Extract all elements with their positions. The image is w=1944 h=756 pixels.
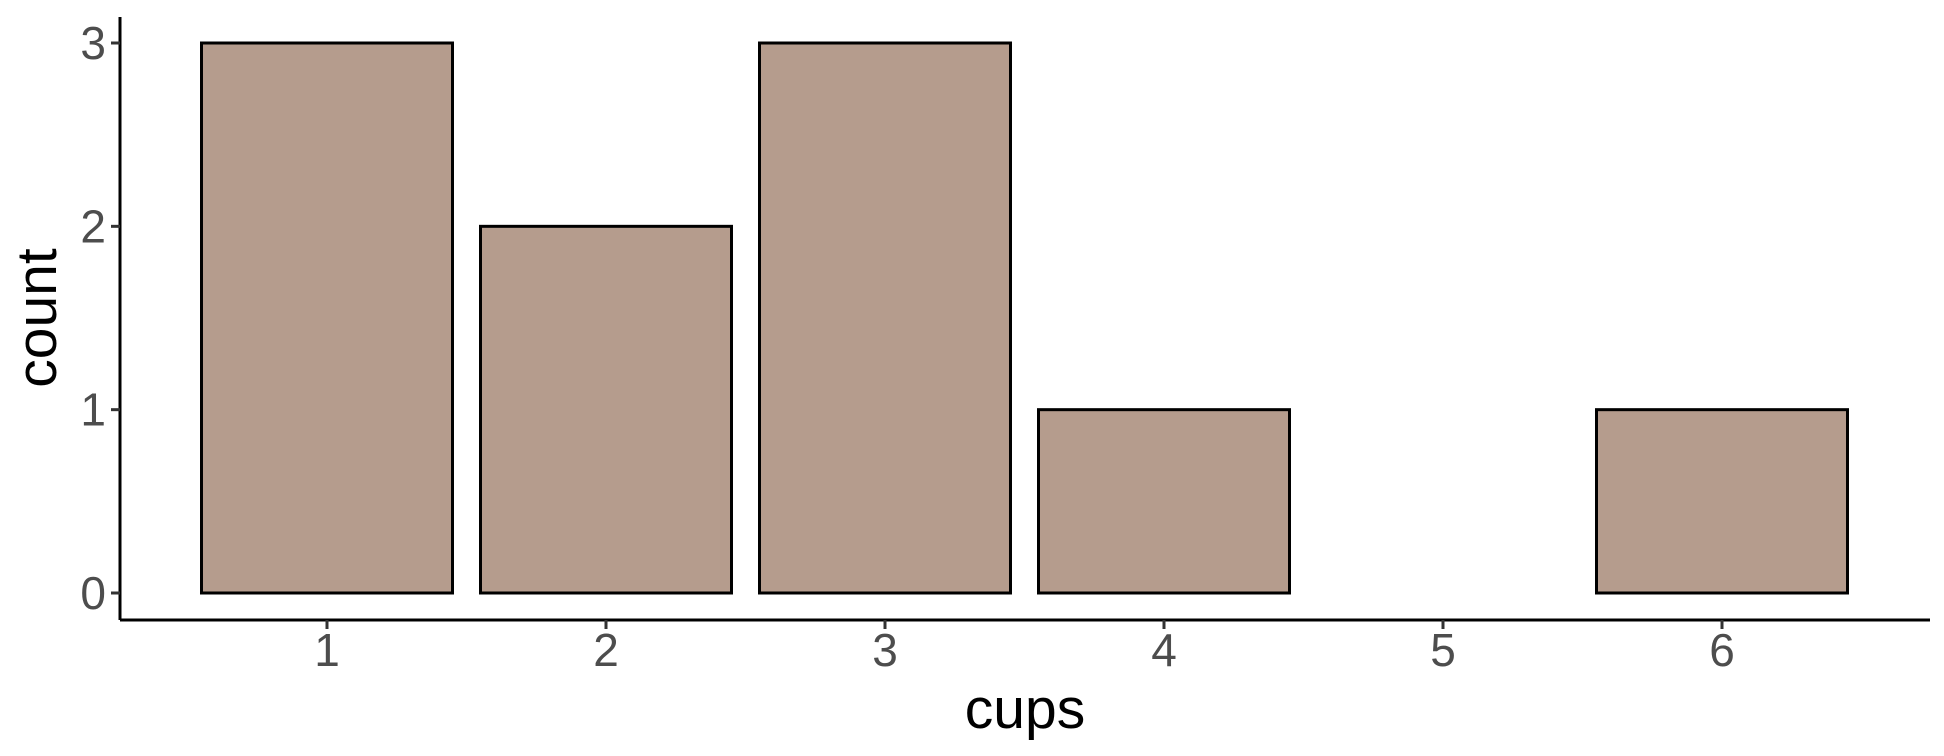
- x-tick-label: 6: [1709, 624, 1735, 676]
- x-axis-ticks: 1 2 3 4 5 6: [314, 620, 1735, 676]
- bars-layer: [200, 41, 1849, 595]
- x-tick-label: 3: [872, 624, 898, 676]
- y-tick-label: 3: [80, 17, 106, 69]
- bar-4: [1037, 408, 1291, 595]
- bar-6: [1595, 408, 1849, 595]
- bar-2: [479, 224, 733, 595]
- y-tick-label: 0: [80, 567, 106, 619]
- bar-1: [200, 41, 454, 595]
- x-tick-label: 1: [314, 624, 340, 676]
- x-axis-title: cups: [965, 677, 1085, 741]
- x-tick-label: 4: [1151, 624, 1177, 676]
- bar-3: [758, 41, 1012, 595]
- x-tick-label: 2: [593, 624, 619, 676]
- x-tick-label: 5: [1430, 624, 1456, 676]
- y-tick-label: 1: [80, 384, 106, 436]
- y-tick-label: 2: [80, 200, 106, 252]
- y-axis-title: count: [5, 248, 69, 388]
- y-axis-ticks: 0 1 2 3: [80, 17, 120, 619]
